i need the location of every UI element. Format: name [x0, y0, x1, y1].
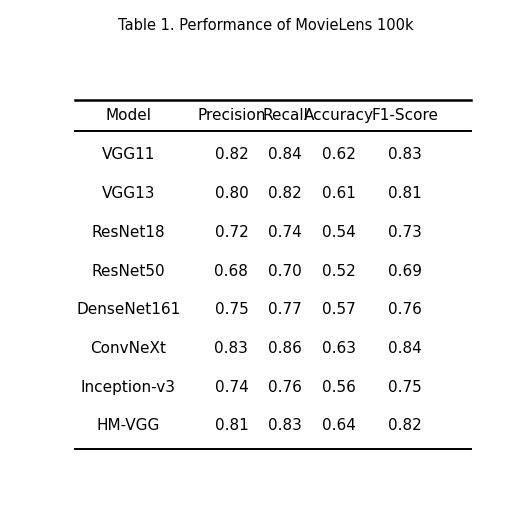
Text: 0.73: 0.73: [388, 225, 421, 240]
Text: 0.54: 0.54: [322, 225, 355, 240]
Text: 0.61: 0.61: [322, 186, 355, 201]
Text: 0.82: 0.82: [268, 186, 302, 201]
Text: DenseNet161: DenseNet161: [76, 302, 180, 317]
Text: 0.68: 0.68: [214, 264, 248, 279]
Text: 0.82: 0.82: [388, 418, 421, 433]
Text: VGG11: VGG11: [102, 147, 155, 163]
Text: 0.75: 0.75: [214, 302, 248, 317]
Text: 0.70: 0.70: [268, 264, 302, 279]
Text: ResNet50: ResNet50: [92, 264, 165, 279]
Text: 0.52: 0.52: [322, 264, 355, 279]
Text: 0.81: 0.81: [214, 418, 248, 433]
Text: 0.82: 0.82: [214, 147, 248, 163]
Text: 0.76: 0.76: [388, 302, 421, 317]
Text: 0.72: 0.72: [214, 225, 248, 240]
Text: 0.83: 0.83: [388, 147, 421, 163]
Text: 0.86: 0.86: [268, 341, 302, 356]
Text: Recall: Recall: [262, 108, 308, 123]
Text: 0.74: 0.74: [214, 380, 248, 395]
Text: 0.74: 0.74: [268, 225, 302, 240]
Text: 0.83: 0.83: [268, 418, 302, 433]
Text: 0.64: 0.64: [322, 418, 355, 433]
Text: Inception-v3: Inception-v3: [81, 380, 176, 395]
Text: 0.81: 0.81: [388, 186, 421, 201]
Text: 0.80: 0.80: [214, 186, 248, 201]
Text: 0.69: 0.69: [388, 264, 421, 279]
Text: 0.57: 0.57: [322, 302, 355, 317]
Text: 0.56: 0.56: [322, 380, 355, 395]
Text: F1-Score: F1-Score: [371, 108, 438, 123]
Text: ResNet18: ResNet18: [92, 225, 165, 240]
Text: 0.83: 0.83: [214, 341, 248, 356]
Text: Precision: Precision: [197, 108, 265, 123]
Text: Table 1. Performance of MovieLens 100k: Table 1. Performance of MovieLens 100k: [118, 18, 414, 33]
Text: 0.77: 0.77: [268, 302, 302, 317]
Text: 0.76: 0.76: [268, 380, 302, 395]
Text: 0.84: 0.84: [268, 147, 302, 163]
Text: ConvNeXt: ConvNeXt: [90, 341, 167, 356]
Text: 0.62: 0.62: [322, 147, 355, 163]
Text: Model: Model: [105, 108, 151, 123]
Text: 0.84: 0.84: [388, 341, 421, 356]
Text: Accuracy: Accuracy: [304, 108, 373, 123]
Text: 0.63: 0.63: [322, 341, 355, 356]
Text: HM-VGG: HM-VGG: [97, 418, 160, 433]
Text: VGG13: VGG13: [102, 186, 155, 201]
Text: 0.75: 0.75: [388, 380, 421, 395]
